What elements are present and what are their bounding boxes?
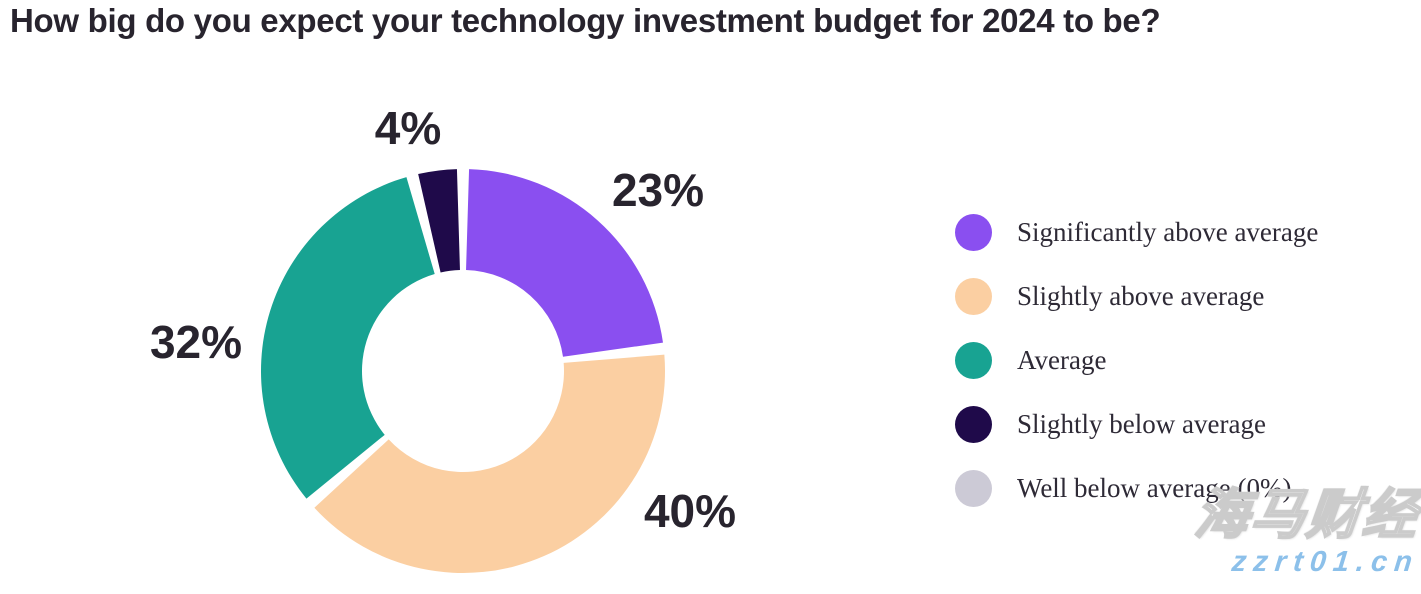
chart-legend: Significantly above average Slightly abo… — [955, 213, 1318, 507]
legend-swatch-circle — [955, 405, 992, 443]
slice-value-label-significantly-above: 23% — [611, 164, 705, 216]
legend-swatch-circle — [955, 277, 992, 315]
donut-slice-slightly-above-average — [314, 354, 666, 573]
watermark: 海马财经 zzrt01.cn — [999, 484, 1421, 579]
legend-item-label: Well below average (0%) — [1017, 472, 1292, 503]
legend-item-label: Average — [1017, 344, 1107, 375]
watermark-url-text: zzrt01.cn — [1230, 546, 1421, 579]
legend-swatch-circle — [955, 213, 992, 251]
legend-item-slightly-below: Slightly below average — [955, 405, 1318, 443]
legend-swatch-circle — [955, 341, 992, 379]
legend-item-label: Slightly below average — [1017, 408, 1266, 439]
donut-slice-average — [261, 177, 435, 499]
legend-item-label: Slightly above average — [1017, 280, 1265, 311]
legend-swatch-circle — [955, 469, 992, 507]
slice-value-label-slightly-above: 40% — [643, 485, 737, 537]
donut-slice-significantly-above-average — [466, 169, 663, 357]
watermark-brand-text: 海马财经 — [1191, 484, 1421, 546]
chart-title: How big do you expect your technology in… — [10, 2, 1161, 39]
legend-item-average: Average — [955, 341, 1318, 379]
donut-slice-slightly-below-average — [418, 169, 460, 273]
legend-item-label: Significantly above average — [1017, 216, 1319, 247]
legend-item-significantly-above: Significantly above average — [955, 213, 1318, 251]
legend-item-slightly-above: Slightly above average — [955, 277, 1318, 315]
slice-value-label-slightly-below: 4% — [374, 102, 442, 154]
legend-item-well-below: Well below average (0%) — [955, 469, 1318, 507]
slice-value-label-average: 32% — [149, 316, 243, 368]
